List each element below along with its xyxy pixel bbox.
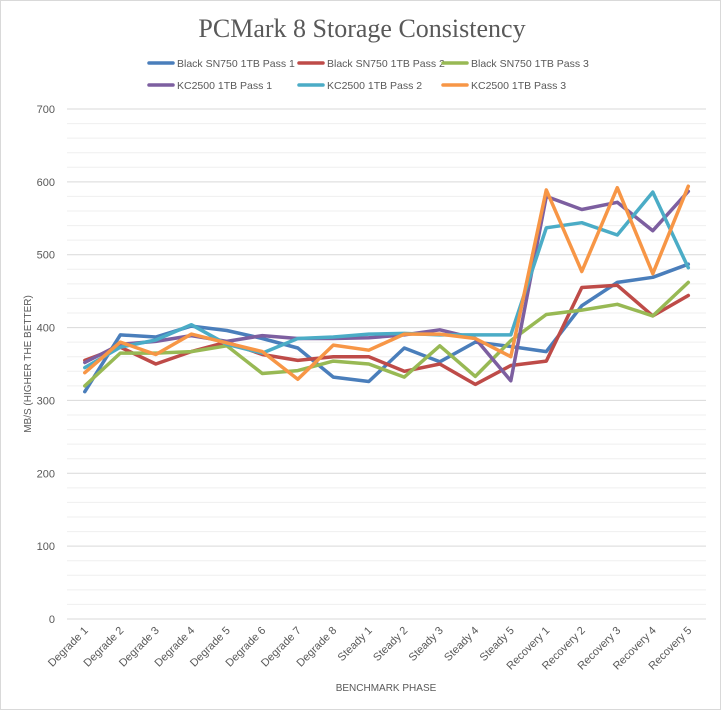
legend-label: KC2500 1TB Pass 1 xyxy=(177,80,272,92)
y-tick-label: 100 xyxy=(37,541,55,553)
series-line-3 xyxy=(83,280,691,388)
y-tick-label: 600 xyxy=(37,177,55,189)
y-tick-label: 300 xyxy=(37,395,55,407)
y-tick-label: 200 xyxy=(37,468,55,480)
chart-title: PCMark 8 Storage Consistency xyxy=(198,14,525,43)
series-line-5 xyxy=(83,190,691,370)
legend-label: Black SN750 1TB Pass 2 xyxy=(327,58,445,70)
y-tick-label: 0 xyxy=(49,614,55,626)
x-axis-label: BENCHMARK PHASE xyxy=(336,683,437,694)
legend-label: KC2500 1TB Pass 2 xyxy=(327,80,422,92)
x-tick-label: Steady 2 xyxy=(371,625,410,664)
series-line-2 xyxy=(83,283,691,387)
legend-item: KC2500 1TB Pass 1 xyxy=(147,80,272,92)
y-tick-label: 400 xyxy=(37,323,55,335)
legend-label: Black SN750 1TB Pass 3 xyxy=(471,58,589,70)
legend-item: KC2500 1TB Pass 2 xyxy=(297,80,422,92)
y-tick-label: 500 xyxy=(37,250,55,262)
x-tick-label: Steady 1 xyxy=(336,625,375,664)
y-tick-label: 700 xyxy=(37,104,55,116)
legend-item: Black SN750 1TB Pass 1 xyxy=(147,58,295,70)
legend-label: Black SN750 1TB Pass 1 xyxy=(177,58,295,70)
x-tick-label: Steady 3 xyxy=(407,625,446,664)
legend-label: KC2500 1TB Pass 3 xyxy=(471,80,566,92)
legend-item: Black SN750 1TB Pass 2 xyxy=(297,58,445,70)
x-tick-label: Steady 4 xyxy=(442,625,481,664)
legend-item: Black SN750 1TB Pass 3 xyxy=(441,58,589,70)
legend-item: KC2500 1TB Pass 3 xyxy=(441,80,566,92)
series-line-6 xyxy=(83,184,691,382)
y-axis-label: MB/S (HIGHER THE BETTER) xyxy=(23,295,34,433)
